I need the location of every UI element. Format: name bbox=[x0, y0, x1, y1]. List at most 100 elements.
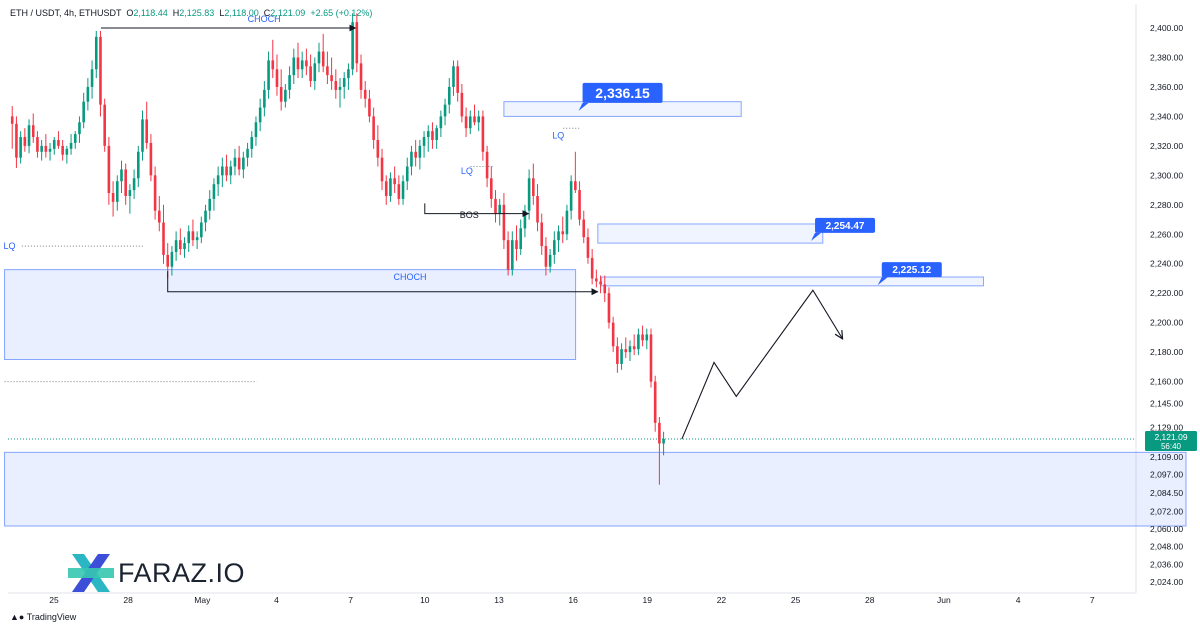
candle-body bbox=[187, 231, 191, 244]
candle-body bbox=[136, 151, 140, 179]
candle-body bbox=[338, 86, 342, 90]
candle bbox=[246, 142, 249, 167]
candle-body bbox=[464, 116, 468, 129]
price-tick-label: 2,300.00 bbox=[1150, 170, 1183, 180]
candle bbox=[187, 225, 191, 252]
price-tag-pointer bbox=[578, 102, 589, 111]
candle-body bbox=[132, 178, 136, 191]
candle bbox=[611, 316, 615, 353]
candle bbox=[624, 337, 628, 359]
candle-body bbox=[468, 116, 472, 129]
candle-body bbox=[616, 346, 619, 364]
candle-body bbox=[19, 137, 22, 158]
candle bbox=[31, 113, 35, 143]
price-tick-label: 2,145.00 bbox=[1150, 399, 1183, 409]
candle bbox=[569, 175, 573, 220]
candle bbox=[561, 216, 565, 244]
candle bbox=[99, 30, 102, 117]
candle-body bbox=[233, 157, 237, 167]
candle bbox=[254, 116, 258, 146]
candle-body bbox=[145, 119, 148, 143]
time-tick-label: 28 bbox=[123, 595, 133, 605]
candle bbox=[162, 204, 165, 264]
price-tag: 2,254.47 bbox=[811, 217, 876, 241]
candle-body bbox=[393, 178, 396, 185]
candle bbox=[439, 110, 443, 138]
price-tick-label: 2,060.00 bbox=[1150, 524, 1183, 534]
price-tick-label: 2,036.00 bbox=[1150, 559, 1183, 569]
symbol-title: ETH / USDT, 4h, ETHUSDT bbox=[10, 8, 122, 18]
candle bbox=[511, 231, 514, 276]
candle bbox=[216, 166, 220, 196]
time-axis[interactable]: 25 28 May 4 7 10 13 16 19 22 25 28 Jun 4 7 bbox=[49, 595, 1095, 605]
candle-body bbox=[439, 116, 443, 129]
high-value: 2,125.83 bbox=[179, 8, 215, 18]
candle bbox=[200, 216, 203, 244]
time-tick-label: May bbox=[194, 595, 211, 605]
candle-body bbox=[254, 122, 258, 138]
candle bbox=[351, 13, 354, 76]
candle bbox=[532, 163, 535, 205]
candle bbox=[292, 48, 296, 84]
candle bbox=[300, 51, 304, 79]
projection-path bbox=[681, 289, 843, 440]
candle bbox=[460, 83, 464, 123]
candle-body bbox=[120, 169, 123, 182]
candle bbox=[271, 39, 275, 79]
candle-body bbox=[435, 128, 438, 140]
candle bbox=[229, 160, 233, 185]
candle-body bbox=[166, 254, 170, 267]
candle-body bbox=[372, 116, 375, 140]
candle bbox=[527, 169, 531, 220]
candle bbox=[599, 275, 602, 294]
candle-body bbox=[309, 66, 312, 82]
candle-body bbox=[359, 63, 363, 90]
price-tick-label: 2,097.00 bbox=[1150, 469, 1183, 479]
candle-body bbox=[111, 193, 115, 202]
candle bbox=[191, 219, 195, 247]
price-tick-label: 2,109.00 bbox=[1150, 452, 1183, 462]
candle-body bbox=[397, 184, 401, 199]
price-tag-text: 2,254.47 bbox=[826, 221, 865, 232]
price-axis[interactable]: 2,400.00 2,380.00 2,360.00 2,340.00 2,320.00… bbox=[1145, 23, 1197, 587]
candle-body bbox=[94, 36, 98, 70]
candle bbox=[48, 142, 52, 161]
time-tick-label: 22 bbox=[717, 595, 727, 605]
candle-body bbox=[477, 116, 480, 123]
candle-body bbox=[595, 278, 598, 282]
candle-body bbox=[363, 89, 367, 99]
tradingview-logo[interactable]: ▲● TradingView bbox=[10, 612, 76, 622]
candle bbox=[233, 148, 237, 176]
price-tick-label: 2,180.00 bbox=[1150, 347, 1183, 357]
candle-body bbox=[426, 131, 430, 138]
candle-body bbox=[607, 293, 611, 323]
candle bbox=[23, 128, 27, 152]
candle bbox=[502, 193, 506, 250]
candle bbox=[548, 249, 552, 273]
candle bbox=[86, 78, 90, 111]
candle-body bbox=[141, 119, 144, 152]
candle bbox=[447, 78, 451, 114]
candle-body bbox=[23, 137, 27, 146]
candle-body bbox=[624, 349, 628, 353]
zones-layer bbox=[4, 101, 1187, 527]
price-tick-label: 2,400.00 bbox=[1150, 23, 1183, 33]
candle-body bbox=[292, 57, 296, 76]
candle-body bbox=[368, 98, 371, 117]
candle-body bbox=[158, 210, 161, 223]
price-tick-label: 2,084.50 bbox=[1150, 488, 1183, 498]
candle-body bbox=[149, 142, 153, 176]
candle bbox=[153, 166, 157, 220]
candle bbox=[321, 33, 325, 73]
structure-arrow bbox=[167, 271, 599, 296]
candle bbox=[208, 190, 212, 220]
time-tick-label: 7 bbox=[348, 595, 353, 605]
candle bbox=[27, 119, 31, 154]
candle bbox=[389, 172, 392, 202]
candle-body bbox=[489, 178, 493, 199]
time-tick-label: 7 bbox=[1090, 595, 1095, 605]
candle bbox=[401, 175, 405, 205]
close-value: 2,121.09 bbox=[270, 8, 306, 18]
candle bbox=[456, 60, 459, 102]
